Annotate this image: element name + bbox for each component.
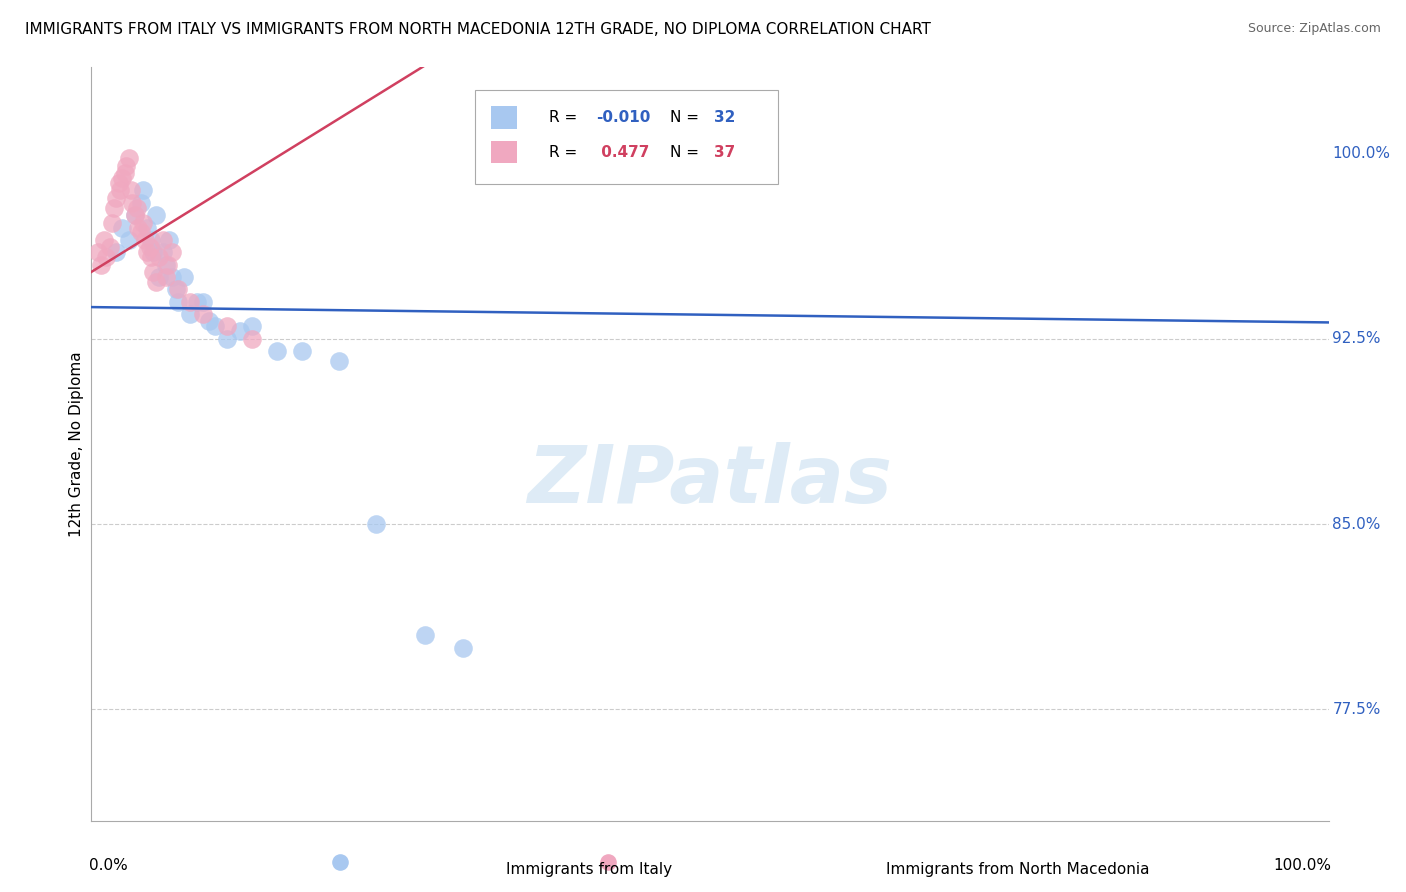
Point [204,319,226,334]
Point [157,233,180,247]
Text: 100.0%: 100.0% [1333,146,1391,161]
Text: 92.5%: 92.5% [1333,331,1381,346]
Text: N =: N = [671,145,704,160]
Point [266,344,288,359]
Point [124,208,146,222]
Point [129,226,152,240]
Point [105,245,128,260]
Text: 100.0%: 100.0% [1274,858,1331,873]
Point [152,245,174,260]
Text: R =: R = [550,110,582,125]
Point [105,191,128,205]
Point [139,233,162,247]
Y-axis label: 12th Grade, No Diploma: 12th Grade, No Diploma [69,351,84,537]
Point [240,319,263,334]
Point [98,240,121,254]
Point [198,314,221,328]
Point [136,245,159,260]
Text: Source: ZipAtlas.com: Source: ZipAtlas.com [1247,22,1381,36]
Point [165,282,187,296]
Text: 77.5%: 77.5% [1333,702,1381,717]
Point [107,176,129,190]
Text: 37: 37 [714,145,735,160]
Point [115,159,138,173]
Point [148,250,170,264]
Point [179,307,201,321]
Point [186,294,208,309]
Text: 0.477: 0.477 [596,145,650,160]
Point [191,294,214,309]
Point [596,855,619,869]
Point [117,152,139,166]
Point [191,307,214,321]
Point [127,220,149,235]
Text: ZIPatlas: ZIPatlas [527,442,893,520]
Point [86,245,108,260]
Point [142,265,165,279]
Point [103,201,125,215]
Point [96,250,118,264]
Point [138,240,160,254]
Point [160,269,183,284]
Point [134,233,156,247]
Point [127,201,149,215]
Text: IMMIGRANTS FROM ITALY VS IMMIGRANTS FROM NORTH MACEDONIA 12TH GRADE, NO DIPLOMA : IMMIGRANTS FROM ITALY VS IMMIGRANTS FROM… [25,22,931,37]
Point [157,258,180,272]
Point [148,269,170,284]
Text: Immigrants from North Macedonia: Immigrants from North Macedonia [886,863,1149,877]
Point [111,220,134,235]
Point [120,184,142,198]
Point [93,233,115,247]
Text: 0.0%: 0.0% [89,858,128,873]
Point [328,354,350,368]
Point [152,233,174,247]
Point [114,166,136,180]
Point [167,294,190,309]
Text: 85.0%: 85.0% [1333,516,1381,532]
Point [173,269,195,284]
Text: Immigrants from Italy: Immigrants from Italy [506,863,672,877]
Text: N =: N = [671,110,704,125]
Point [240,332,263,346]
Point [111,171,134,186]
Point [160,245,183,260]
Point [117,233,139,247]
Point [217,319,239,334]
FancyBboxPatch shape [475,89,778,184]
Point [129,195,152,210]
Point [101,216,124,230]
Point [132,216,155,230]
Point [229,324,252,338]
Point [291,344,314,359]
Text: R =: R = [550,145,582,160]
FancyBboxPatch shape [491,141,517,163]
Point [108,184,131,198]
Point [124,208,146,222]
Text: -0.010: -0.010 [596,110,651,125]
Text: 32: 32 [714,110,735,125]
Point [364,517,387,532]
Point [155,269,177,284]
FancyBboxPatch shape [491,106,517,128]
Point [167,282,190,296]
Point [136,220,159,235]
Point [121,195,143,210]
Point [451,640,474,655]
Point [142,245,165,260]
Point [132,184,155,198]
Point [217,332,239,346]
Point [139,250,162,264]
Point [155,258,177,272]
Point [415,628,437,642]
Point [145,208,167,222]
Point [90,258,112,272]
Point [179,294,201,309]
Point [145,275,167,289]
Point [329,855,352,869]
